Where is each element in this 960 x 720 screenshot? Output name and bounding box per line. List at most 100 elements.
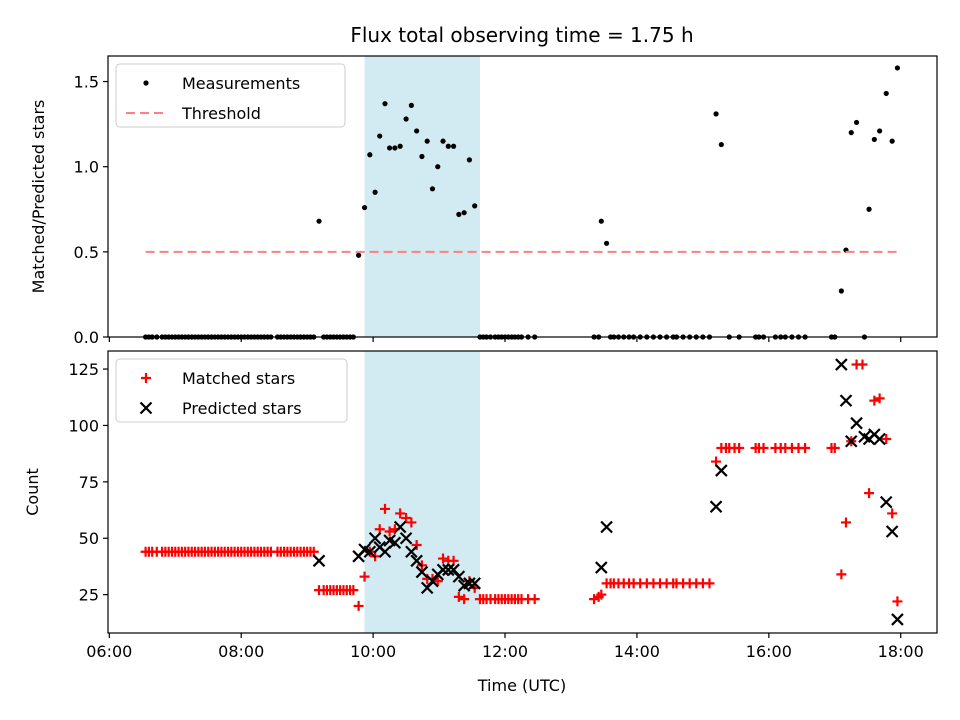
- legend-label: Measurements: [182, 74, 300, 93]
- measurement-point: [838, 288, 844, 294]
- matched-star-point: [874, 393, 885, 404]
- measurement-point: [429, 186, 436, 192]
- measurement-point: [883, 90, 889, 97]
- legend-marker-predicted: [139, 401, 153, 415]
- top-panel: 0.0 0.5 1.0 1.5 Matched/Predicted stars Measu…: [29, 55, 938, 347]
- measurement-point: [440, 138, 446, 144]
- matched-star-point: [379, 503, 390, 514]
- measurement-point: [866, 206, 872, 212]
- matched-star-point: [411, 540, 422, 551]
- measurement-point: [461, 210, 467, 216]
- measurement-point: [435, 164, 441, 170]
- predicted-star-point: [378, 545, 392, 559]
- predicted-star-point: [463, 577, 476, 590]
- predicted-star-point: [595, 561, 608, 574]
- matched-star-point: [881, 433, 892, 444]
- x-tick-label: 12:00: [482, 642, 528, 661]
- measurement-point: [424, 138, 430, 144]
- measurement-point: [598, 218, 604, 224]
- chart-title: Flux total observing time = 1.75 h: [350, 23, 693, 47]
- matched-star-point: [406, 517, 417, 528]
- predicted-star-point: [709, 500, 723, 513]
- measurement-point: [382, 101, 388, 107]
- measurement-point: [445, 143, 451, 149]
- matched-star-point: [384, 526, 395, 537]
- x-tick-label: 16:00: [746, 642, 792, 661]
- measurement-point: [456, 211, 462, 217]
- predicted-star-point: [399, 531, 413, 545]
- x-tick-label: 18:00: [878, 642, 924, 661]
- measurement-point: [603, 240, 610, 246]
- x-tick-label: 08:00: [218, 642, 264, 661]
- predicted-star-point: [410, 554, 423, 568]
- bottom-panel: 25 50 75 100 125 06:00 08:00 10:00 12:00 14:00 16:…: [23, 350, 938, 661]
- measurement-point: [377, 133, 383, 139]
- predicted-star-point: [850, 416, 863, 430]
- y-tick-label: 25: [79, 586, 99, 605]
- matched-star-point: [734, 443, 745, 454]
- measurement-point: [367, 152, 373, 158]
- plot-frame: [107, 350, 938, 634]
- matched-star-point: [892, 596, 903, 607]
- x-axis-label: Time (UTC): [477, 676, 566, 695]
- predicted-star-point: [468, 577, 481, 590]
- measurement-point: [397, 143, 403, 149]
- matched-star-point: [529, 594, 540, 605]
- measurement-point: [372, 189, 378, 195]
- measurement-point: [356, 252, 362, 258]
- predicted-star-point: [839, 394, 853, 407]
- y-tick-label: 125: [68, 360, 99, 379]
- matched-star-point: [438, 553, 449, 564]
- x-tick-label: 14:00: [614, 642, 660, 661]
- matched-star-point: [459, 594, 470, 605]
- measurement-point: [713, 111, 719, 117]
- legend-marker-matched: [141, 373, 151, 383]
- matched-star-point: [829, 443, 840, 454]
- matched-star-point: [758, 443, 769, 454]
- predicted-star-point: [442, 563, 455, 577]
- predicted-star-point: [393, 520, 407, 534]
- measurement-point: [871, 136, 877, 143]
- matched-star-point: [353, 600, 364, 611]
- y-tick-label: 0.0: [74, 328, 99, 347]
- legend-label: Matched stars: [182, 369, 295, 388]
- matched-star-point: [840, 517, 851, 528]
- measurement-point: [894, 65, 901, 71]
- matched-star-point: [453, 591, 464, 602]
- predicted-star-point: [405, 545, 418, 559]
- predicted-star-point: [363, 545, 377, 559]
- y-axis-label: Matched/Predicted stars: [29, 100, 48, 294]
- matched-star-point: [596, 589, 607, 600]
- measurement-point: [392, 145, 398, 151]
- predicted-star-point: [873, 432, 886, 446]
- matched-star-point: [836, 569, 847, 580]
- y-tick-label: 50: [79, 529, 99, 548]
- measurement-point: [316, 218, 322, 224]
- measurement-point: [450, 143, 457, 149]
- legend-box: [115, 358, 348, 423]
- measurement-point: [848, 130, 854, 136]
- x-tick-label: 10:00: [350, 642, 396, 661]
- matched-star-point: [869, 395, 880, 406]
- measurement-point: [387, 145, 393, 151]
- predicted-star-point: [600, 520, 613, 534]
- measurement-point: [414, 128, 420, 134]
- matched-star-point: [800, 443, 811, 454]
- predicted-star-point: [312, 554, 326, 568]
- predicted-star-point: [388, 536, 402, 550]
- shaded-interval: [364, 351, 480, 633]
- matched-star-point: [401, 512, 412, 523]
- plot-frame: [107, 55, 938, 338]
- y-axis-label: Count: [23, 468, 42, 516]
- predicted-star-point: [885, 525, 899, 538]
- measurement-point: [877, 128, 883, 134]
- measurement-point: [403, 116, 409, 122]
- measurement-point: [853, 119, 860, 126]
- matched-star-point: [887, 508, 898, 519]
- predicted-star-point: [835, 358, 848, 371]
- predicted-star-point: [879, 495, 893, 509]
- y-tick-label: 1.5: [74, 73, 99, 92]
- measurement-point: [472, 203, 478, 209]
- measurement-point: [718, 141, 724, 148]
